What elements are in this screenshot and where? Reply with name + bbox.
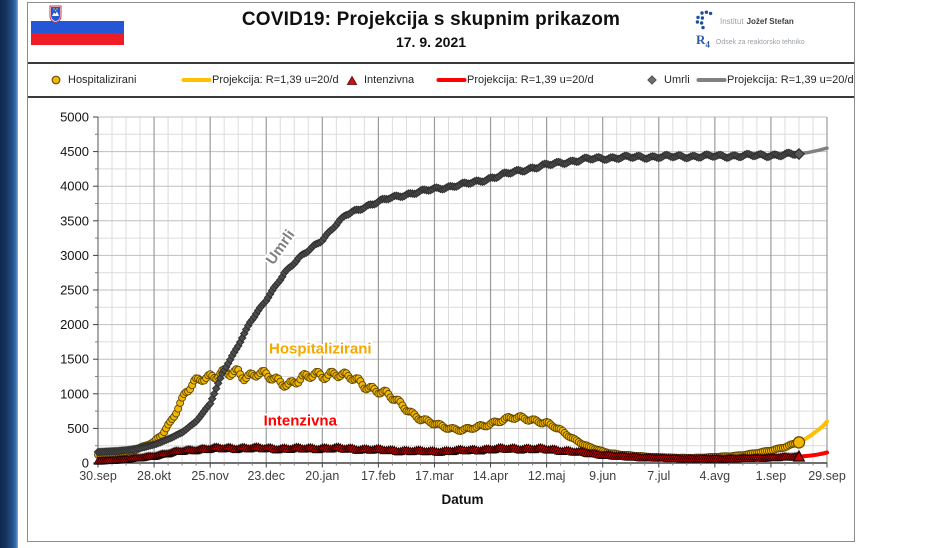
svg-text:500: 500	[67, 421, 89, 436]
series-umrli	[93, 148, 802, 457]
legend-item-2: Intenzivna	[346, 74, 414, 86]
legend-item-0: Hospitalizirani	[50, 74, 136, 86]
legend-item-3: Projekcija: R=1,39 u=20/d	[436, 74, 594, 86]
legend-label: Projekcija: R=1,39 u=20/d	[727, 74, 854, 86]
svg-text:2000: 2000	[60, 317, 89, 332]
slovenia-flag	[31, 5, 124, 45]
svg-text:20.jan: 20.jan	[305, 469, 339, 483]
legend-diamond-icon	[646, 74, 658, 86]
svg-text:7.jul: 7.jul	[647, 469, 670, 483]
legend-line-icon	[436, 76, 467, 84]
svg-text:9.jun: 9.jun	[589, 469, 616, 483]
svg-text:4500: 4500	[60, 144, 89, 159]
chart-page: COVID19: Projekcija s skupnim prikazom 1…	[27, 2, 855, 542]
legend-circle-icon	[50, 74, 62, 86]
svg-text:12.maj: 12.maj	[528, 469, 566, 483]
svg-text:28.okt: 28.okt	[137, 469, 172, 483]
svg-text:5000: 5000	[60, 110, 89, 125]
legend-label: Umrli	[664, 74, 690, 86]
logo-institut-text: Institut	[720, 16, 744, 26]
report-header: COVID19: Projekcija s skupnim prikazom 1…	[28, 3, 854, 62]
svg-text:1.sep: 1.sep	[756, 469, 787, 483]
svg-text:4000: 4000	[60, 179, 89, 194]
chart-area: 30.sep 28.okt 25.nov 23.dec 20.jan 17.feb 17.m…	[28, 98, 854, 541]
svg-text:17.mar: 17.mar	[415, 469, 454, 483]
legend-label: Hospitalizirani	[68, 74, 137, 86]
series-label-intenzivna: Intenzivna	[264, 412, 338, 429]
svg-text:3000: 3000	[60, 248, 89, 263]
svg-text:14.apr: 14.apr	[473, 469, 508, 483]
series-label-hospitalizirani: Hospitalizirani	[269, 341, 372, 358]
flag-white-band	[31, 9, 124, 21]
legend-item-4: Umrli	[646, 74, 690, 86]
svg-text:29.sep: 29.sep	[808, 469, 846, 483]
legend-line-icon	[696, 76, 727, 84]
page-title: COVID19: Projekcija s skupnim prikazom	[241, 9, 621, 30]
projection-intenzivna	[797, 450, 829, 459]
svg-text:23.dec: 23.dec	[247, 469, 285, 483]
flag-red-band	[31, 33, 124, 45]
svg-text:1500: 1500	[60, 352, 89, 367]
slovenia-coat-of-arms-icon	[49, 5, 62, 23]
legend-label: Projekcija: R=1,39 u=20/d	[212, 74, 339, 86]
series-intenzivna	[93, 441, 802, 465]
chart-legend: Hospitalizirani Projekcija: R=1,39 u=20/d…	[28, 62, 854, 98]
svg-text:4.avg: 4.avg	[700, 469, 731, 483]
legend-triangle-icon	[346, 75, 358, 86]
svg-text:30.sep: 30.sep	[79, 469, 117, 483]
ijs-logo: Institut Jožef Stefan R4 Odsek za reakto…	[694, 10, 844, 51]
flag-blue-band	[31, 21, 124, 33]
svg-text:0: 0	[82, 456, 89, 471]
chart-canvas: 30.sep 28.okt 25.nov 23.dec 20.jan 17.feb 17.m…	[60, 110, 846, 508]
svg-text:25.nov: 25.nov	[191, 469, 229, 483]
legend-line-icon	[181, 76, 212, 84]
svg-text:2500: 2500	[60, 283, 89, 298]
ijs-dots-icon	[695, 10, 713, 30]
legend-item-5: Projekcija: R=1,39 u=20/d	[696, 74, 854, 86]
svg-text:17.feb: 17.feb	[361, 469, 396, 483]
desktop-background-stripe	[0, 0, 18, 548]
legend-label: Projekcija: R=1,39 u=20/d	[467, 74, 594, 86]
r4-department-icon: R4	[696, 32, 710, 50]
svg-text:3500: 3500	[60, 213, 89, 228]
logo-department-text: Odsek za reaktorsko tehniko	[715, 38, 805, 46]
legend-item-1: Projekcija: R=1,39 u=20/d	[181, 74, 339, 86]
logo-jozef-stefan-text: Jožef Stefan	[746, 16, 794, 26]
svg-text:Datum: Datum	[441, 492, 483, 507]
legend-label: Intenzivna	[364, 74, 415, 86]
svg-text:1000: 1000	[60, 386, 89, 401]
page-date: 17. 9. 2021	[395, 34, 467, 50]
